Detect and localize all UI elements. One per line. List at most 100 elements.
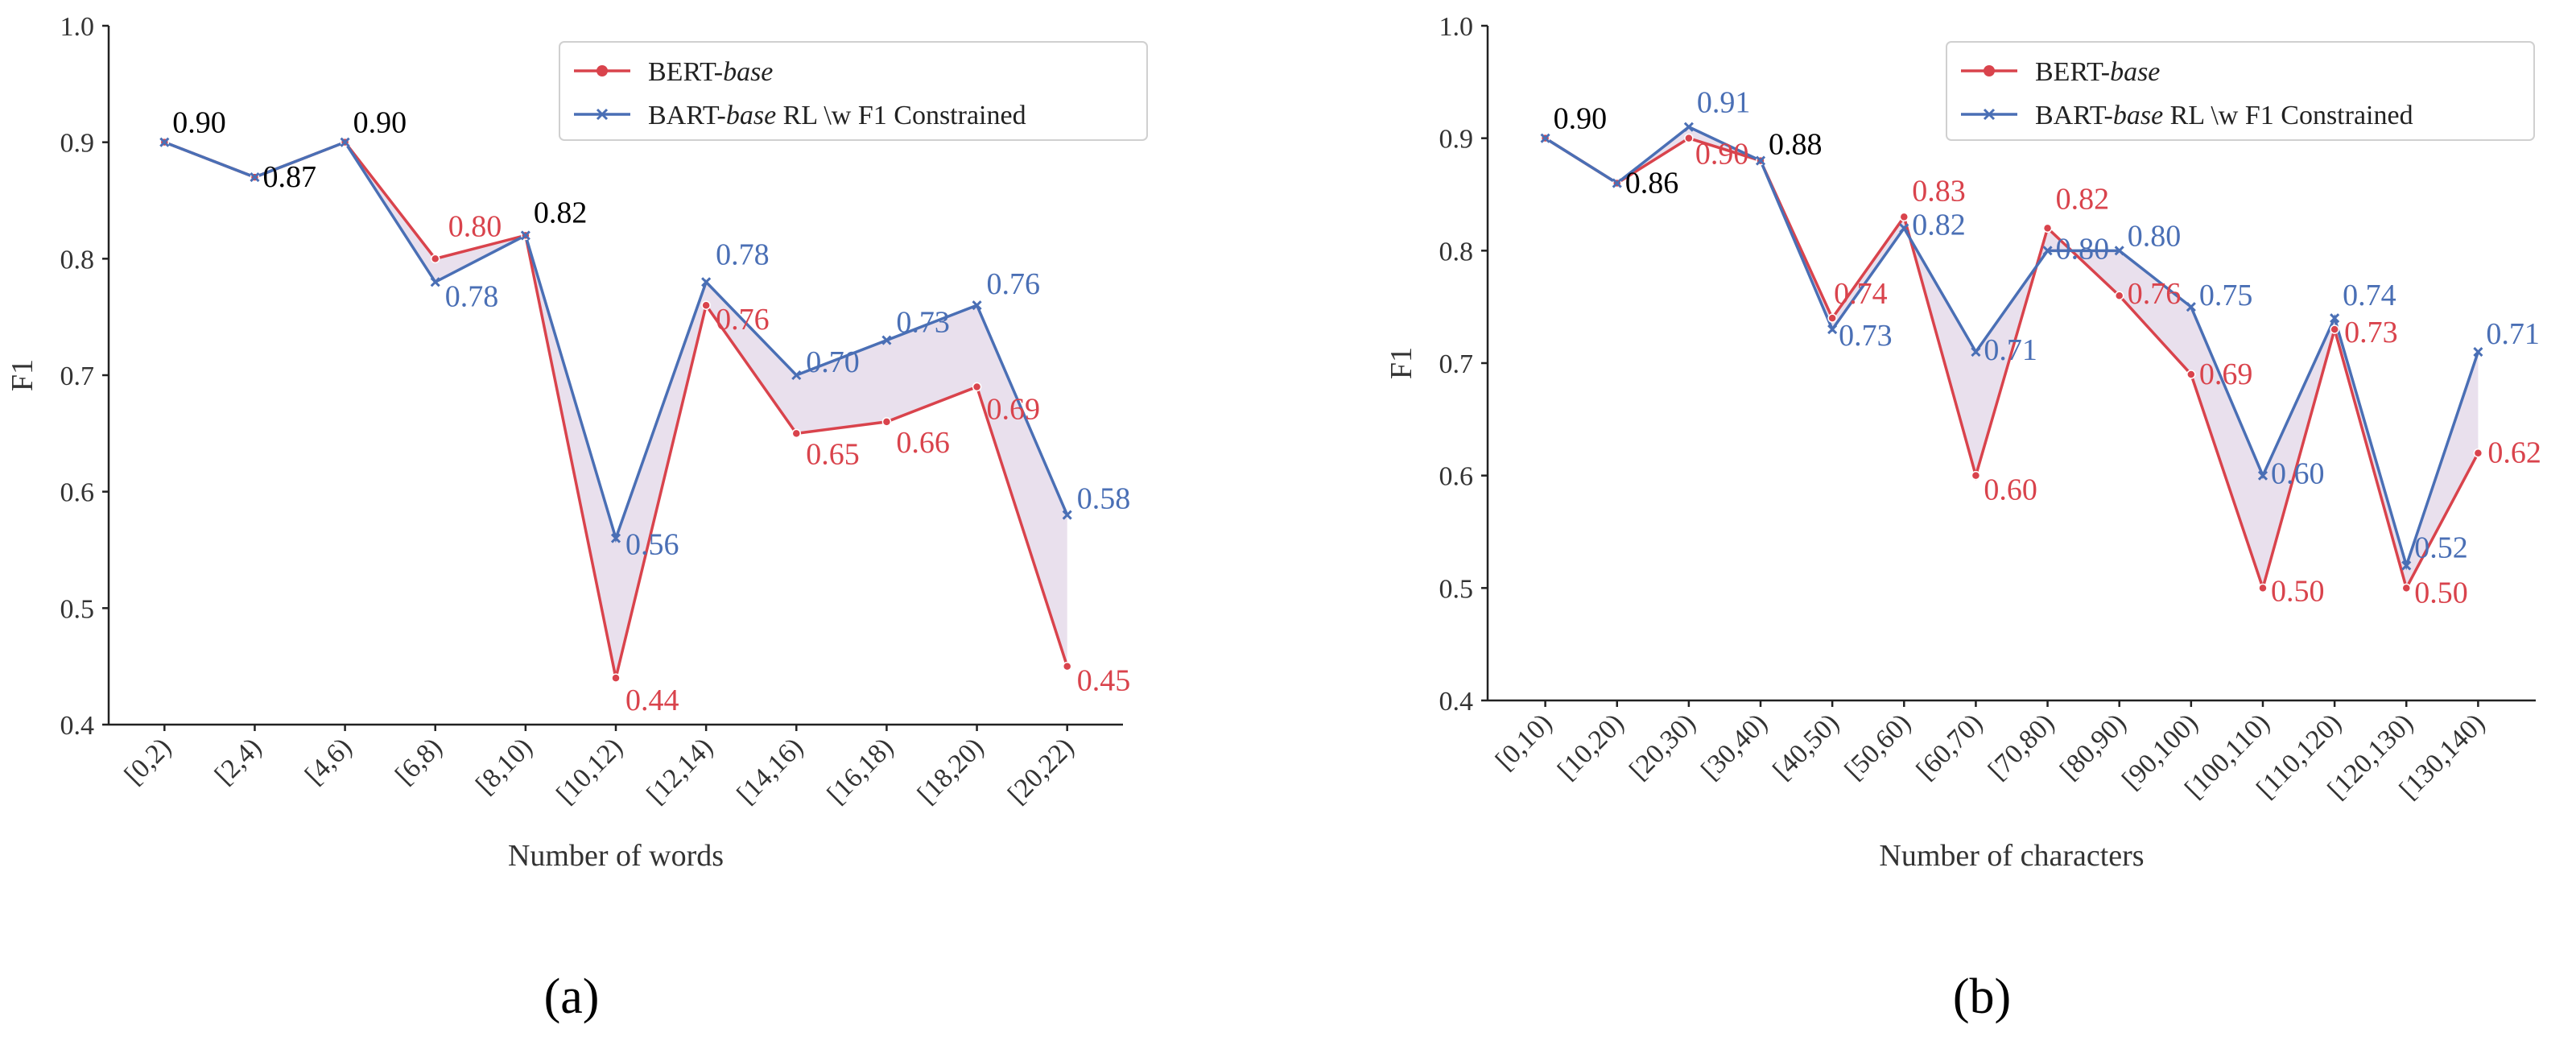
bart-series-line — [1544, 125, 2480, 571]
bert-point — [1827, 313, 1837, 323]
bert-point — [2473, 448, 2483, 458]
bart-data-label: 0.60 — [2271, 457, 2325, 491]
chart-panel-a: 0.4 0.5 0.6 0.7 0.8 0.9 1.0 [0,2) [2,4) [4,6) [6,8… — [6, 12, 1148, 1024]
tie-data-label: 0.82 — [534, 196, 588, 229]
x-tick-label: [70,80) — [1983, 708, 2060, 785]
x-tick-label: [2,4) — [209, 732, 267, 790]
bert-point — [1684, 133, 1694, 143]
bart-point — [2186, 302, 2196, 312]
bart-data-label: 0.71 — [2486, 317, 2540, 351]
x-tick-label: [30,40) — [1695, 708, 1773, 785]
bart-point — [1612, 178, 1622, 188]
bart-point — [1062, 510, 1072, 520]
bert-data-label: 0.80 — [448, 209, 502, 243]
bert-point — [1062, 661, 1072, 671]
bert-data-label: 0.62 — [2487, 436, 2541, 470]
x-tick-label: [4,6) — [299, 732, 357, 790]
bart-point — [1755, 155, 1766, 166]
x-tick-label: [16,18) — [822, 732, 899, 809]
y-tick-label: 0.6 — [1439, 462, 1474, 492]
legend-bart-label: BART-base RL \w F1 Constrained — [648, 101, 1026, 130]
bart-data-label: 0.80 — [2128, 219, 2182, 253]
bart-data-label: 0.74 — [2343, 279, 2396, 312]
y-tick-label: 1.0 — [1439, 12, 1474, 42]
x-axis-label: Number of words — [508, 839, 724, 873]
bert-point — [430, 254, 440, 264]
bert-data-label: 0.44 — [625, 684, 679, 717]
bart-data-label: 0.70 — [806, 345, 860, 379]
bart-point — [1971, 346, 1981, 357]
x-tick-label: [50,60) — [1839, 708, 1917, 785]
y-tick-label: 0.5 — [60, 594, 95, 624]
x-tick-label: [0,2) — [119, 732, 177, 790]
bert-data-label: 0.66 — [896, 426, 950, 460]
bert-data-label: 0.50 — [2271, 574, 2325, 608]
bert-data-label: 0.83 — [1912, 174, 1966, 208]
x-tick-label: [18,20) — [912, 732, 989, 809]
legend-frame — [1946, 41, 2535, 141]
bart-data-label: 0.73 — [896, 306, 950, 340]
bart-data-label: 0.80 — [2056, 232, 2110, 266]
x-tick-label: [20,30) — [1624, 708, 1701, 785]
bert-data-label: 0.45 — [1077, 664, 1131, 698]
bert-point — [881, 417, 892, 427]
bert-point — [2114, 291, 2124, 300]
bert-point — [972, 382, 982, 392]
legend-bart-label: BART-base RL \w F1 Constrained — [2035, 101, 2413, 130]
legend-frame — [559, 41, 1148, 141]
legend: BERT-base BART-base RL \w F1 Constrained — [1946, 41, 2535, 141]
bart-data-label: 0.73 — [1839, 319, 1893, 353]
bart-point — [2257, 470, 2268, 481]
bert-point — [1971, 470, 1981, 481]
chart-panel-b: 0.4 0.5 0.6 0.7 0.8 0.9 1.0 [0,10)[10,20)[20,30… — [1385, 12, 2541, 1024]
y-tick-label: 1.0 — [60, 12, 95, 42]
bart-point — [340, 137, 350, 147]
gap-fill-area — [1545, 126, 2479, 589]
x-tick-label: [6,8) — [390, 732, 448, 790]
bert-point — [2401, 583, 2412, 593]
bart-point — [1683, 122, 1694, 132]
bert-point — [2330, 324, 2339, 334]
bart-point — [430, 277, 440, 287]
bert-point — [2186, 370, 2196, 379]
bart-point — [881, 335, 892, 345]
tie-data-label: 0.88 — [1769, 128, 1823, 162]
y-axis-label: F1 — [6, 359, 39, 391]
y-tick-label: 0.9 — [1439, 125, 1474, 155]
x-tick-label: [0,10) — [1490, 708, 1558, 775]
bart-point — [250, 172, 260, 183]
bart-point — [1827, 324, 1838, 335]
tie-data-label: 0.90 — [1554, 102, 1608, 136]
bert-data-label: 0.60 — [1984, 473, 2037, 507]
bart-point — [791, 370, 802, 381]
legend-bert-label: BERT-base — [2035, 57, 2160, 87]
bart-point — [520, 230, 530, 241]
y-tick-label: 0.7 — [60, 362, 95, 391]
bart-point — [2042, 246, 2053, 256]
bart-data-label: 0.91 — [1697, 86, 1751, 120]
legend-bert-marker — [597, 65, 608, 76]
bart-data-label: 0.56 — [625, 528, 679, 562]
y-tick-label: 0.7 — [1439, 349, 1474, 379]
y-tick-label: 0.8 — [60, 245, 95, 275]
bart-point — [1540, 133, 1550, 143]
tie-data-label: 0.90 — [172, 106, 225, 140]
bert-point — [1899, 212, 1909, 222]
y-tick-label: 0.4 — [1439, 687, 1474, 717]
y-tick-label: 0.4 — [60, 711, 95, 741]
x-tick-label: [12,14) — [642, 732, 719, 809]
panel-caption: (b) — [1953, 969, 2011, 1024]
bert-point — [2258, 583, 2268, 593]
bert-data-label: 0.69 — [2199, 357, 2253, 391]
gap-fill-area — [164, 142, 1067, 679]
bart-data-label: 0.82 — [1912, 208, 1966, 242]
bart-point — [972, 300, 982, 311]
bert-data-label: 0.73 — [2344, 316, 2398, 349]
legend-bert-marker — [1984, 65, 1995, 76]
bart-data-label: 0.52 — [2414, 531, 2468, 564]
bart-data-label: 0.78 — [716, 238, 770, 271]
y-tick-label: 0.9 — [60, 129, 95, 159]
bert-point — [2042, 223, 2053, 233]
bert-data-label: 0.82 — [2056, 182, 2110, 216]
